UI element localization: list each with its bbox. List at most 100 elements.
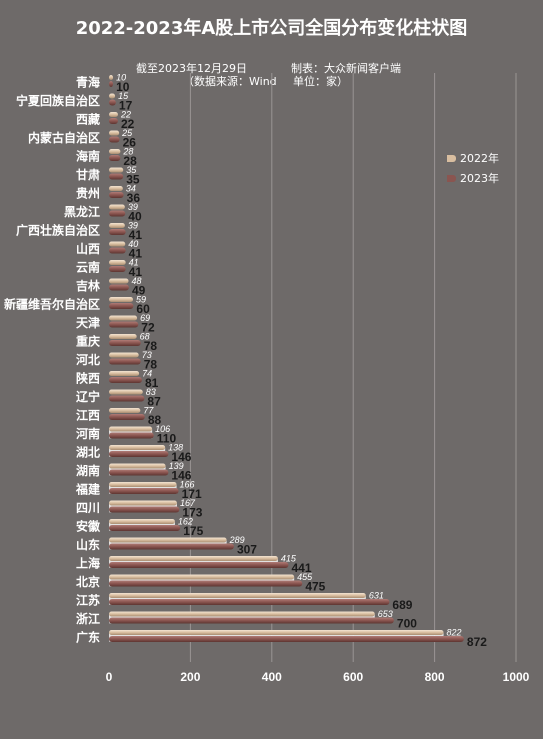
bar-2022 bbox=[109, 463, 166, 469]
bar-2022 bbox=[109, 556, 278, 561]
category-label: 上海 bbox=[76, 556, 100, 571]
bar-2022 bbox=[109, 204, 125, 210]
data-label-2022: 74 bbox=[142, 369, 152, 379]
bar-2023 bbox=[109, 321, 139, 328]
data-label-2023: 87 bbox=[147, 395, 161, 409]
bar-2023 bbox=[109, 210, 126, 217]
category-label: 广西壮族自治区 bbox=[16, 223, 100, 238]
data-label-2022: 455 bbox=[297, 572, 313, 582]
category-label: 安徽 bbox=[76, 519, 101, 534]
legend-label-2023: 2023年 bbox=[460, 172, 499, 185]
data-label-2022: 59 bbox=[136, 295, 146, 305]
bar-2023 bbox=[109, 469, 169, 476]
legend-swatch-2022 bbox=[447, 154, 456, 162]
x-tick-label: 1000 bbox=[503, 670, 530, 684]
category-label: 甘肃 bbox=[76, 167, 100, 182]
legend-item-2022: 2022年 bbox=[447, 148, 499, 168]
category-label: 海南 bbox=[76, 149, 100, 164]
data-label-2023: 41 bbox=[129, 228, 143, 242]
bar-2022 bbox=[109, 112, 118, 117]
bar-2022 bbox=[109, 149, 121, 154]
bar-2023 bbox=[109, 136, 120, 143]
bar-2022 bbox=[109, 537, 227, 543]
data-label-2023: 26 bbox=[123, 136, 137, 150]
bar-2023 bbox=[109, 543, 234, 550]
bar-2023 bbox=[109, 506, 180, 513]
bar-2023 bbox=[109, 340, 141, 346]
category-label: 山西 bbox=[76, 241, 100, 256]
data-label-2022: 25 bbox=[121, 128, 133, 138]
bar-2022 bbox=[109, 186, 123, 191]
data-label-2023: 110 bbox=[157, 432, 177, 446]
bar-2023 bbox=[109, 580, 303, 587]
data-label-2022: 653 bbox=[378, 609, 393, 619]
bar-2022 bbox=[109, 352, 139, 358]
data-label-2023: 35 bbox=[126, 173, 140, 187]
bar-2023 bbox=[109, 599, 390, 605]
maker-note: 制表：大众新闻客户端 bbox=[291, 62, 401, 75]
x-tick-label: 800 bbox=[425, 670, 445, 684]
category-label: 吉林 bbox=[76, 278, 100, 293]
category-label: 西藏 bbox=[76, 112, 100, 127]
bar-2023 bbox=[109, 432, 154, 439]
bar-2023 bbox=[109, 303, 134, 309]
bar-2023 bbox=[109, 266, 126, 272]
data-label-2022: 41 bbox=[129, 258, 139, 268]
data-label-2022: 162 bbox=[178, 517, 193, 527]
data-label-2023: 36 bbox=[127, 191, 141, 205]
data-label-2022: 69 bbox=[140, 313, 150, 323]
data-label-2022: 138 bbox=[168, 443, 183, 453]
bar-2022 bbox=[109, 500, 177, 506]
data-label-2022: 68 bbox=[140, 332, 150, 342]
bar-2022 bbox=[109, 130, 120, 136]
data-label-2023: 146 bbox=[171, 469, 191, 483]
data-label-2023: 17 bbox=[119, 99, 133, 113]
data-label-2023: 40 bbox=[128, 210, 142, 224]
bar-2022 bbox=[109, 241, 126, 247]
data-label-2022: 15 bbox=[118, 91, 129, 101]
data-label-2022: 166 bbox=[180, 480, 195, 490]
bar-2023 bbox=[109, 229, 126, 235]
data-label-2022: 83 bbox=[146, 387, 156, 397]
data-label-2022: 77 bbox=[143, 406, 154, 416]
bar-2023 bbox=[109, 377, 142, 383]
data-label-2022: 106 bbox=[155, 424, 170, 434]
data-label-2023: 60 bbox=[136, 302, 150, 316]
data-label-2023: 78 bbox=[144, 339, 158, 353]
bar-2023 bbox=[109, 414, 145, 420]
bar-2022 bbox=[109, 297, 134, 302]
bar-2023 bbox=[109, 636, 464, 642]
date-note: 截至2023年12月29日 bbox=[136, 62, 247, 75]
category-label: 重庆 bbox=[76, 334, 100, 349]
bar-2023 bbox=[109, 173, 124, 180]
data-label-2023: 700 bbox=[397, 617, 417, 631]
category-label: 云南 bbox=[76, 260, 100, 275]
legend-label-2022: 2022年 bbox=[460, 152, 499, 165]
bar-2022 bbox=[109, 371, 140, 376]
data-label-2022: 139 bbox=[169, 461, 184, 471]
data-label-2022: 73 bbox=[142, 350, 152, 360]
category-label: 江苏 bbox=[76, 593, 100, 608]
bar-2022 bbox=[109, 315, 138, 321]
data-label-2022: 415 bbox=[281, 554, 297, 564]
category-label: 河北 bbox=[75, 352, 100, 367]
bar-2022 bbox=[109, 426, 153, 432]
x-tick-label: 600 bbox=[343, 670, 363, 684]
data-label-2022: 48 bbox=[132, 276, 142, 286]
bar-2022 bbox=[109, 519, 175, 524]
data-label-2023: 10 bbox=[116, 80, 130, 94]
category-label: 天津 bbox=[76, 315, 100, 330]
category-label: 新疆维吾尔自治区 bbox=[4, 297, 100, 312]
bar-2023 bbox=[109, 247, 126, 254]
bar-2023 bbox=[109, 192, 124, 198]
bar-2023 bbox=[109, 617, 394, 624]
bar-2022 bbox=[109, 593, 366, 598]
data-label-2022: 167 bbox=[180, 498, 196, 508]
bar-2023 bbox=[109, 488, 179, 494]
data-label-2022: 822 bbox=[447, 628, 462, 638]
category-label: 福建 bbox=[75, 482, 101, 497]
bar-2022 bbox=[109, 445, 166, 450]
data-label-2023: 171 bbox=[182, 487, 202, 501]
data-label-2023: 173 bbox=[182, 506, 202, 520]
